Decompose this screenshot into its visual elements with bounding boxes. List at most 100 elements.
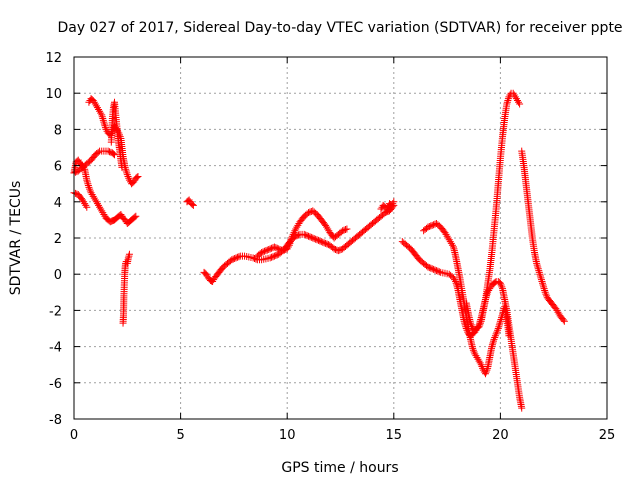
data-point — [125, 250, 133, 258]
data-point — [83, 203, 91, 211]
series-s6 — [119, 250, 133, 327]
data-point — [86, 185, 94, 193]
data-point — [284, 243, 292, 251]
x-tick-label: 5 — [176, 428, 184, 443]
data-point — [99, 209, 107, 217]
data-point — [303, 210, 311, 218]
y-tick-label: -4 — [49, 341, 62, 356]
data-point — [390, 198, 398, 206]
data-point — [476, 359, 484, 367]
data-point — [209, 277, 217, 285]
data-point — [93, 200, 101, 208]
y-tick-label: 4 — [54, 196, 62, 211]
data-point — [476, 321, 484, 329]
data-point — [91, 196, 99, 204]
data-point — [494, 326, 502, 334]
y-tick-label: 0 — [54, 268, 62, 283]
data-point — [431, 266, 439, 274]
data-point — [495, 321, 503, 329]
data-point — [98, 111, 106, 119]
data-point — [188, 201, 196, 209]
data-point — [493, 328, 501, 336]
data-point — [266, 254, 274, 262]
data-point — [541, 286, 549, 294]
data-point — [124, 172, 132, 180]
data-point — [100, 210, 108, 218]
series-s12 — [420, 220, 513, 378]
data-point — [339, 227, 347, 235]
data-point — [431, 220, 439, 228]
data-point — [290, 229, 298, 237]
data-point — [516, 100, 524, 108]
data-point — [314, 236, 322, 244]
data-point — [91, 100, 99, 108]
data-point — [262, 247, 270, 255]
data-point — [322, 239, 330, 247]
data-point — [84, 180, 92, 188]
data-point — [388, 201, 396, 209]
data-point — [280, 246, 288, 254]
data-point — [467, 319, 475, 327]
data-point — [98, 207, 106, 215]
data-point — [435, 268, 443, 276]
data-point — [319, 238, 327, 246]
data-point — [131, 213, 139, 221]
data-point — [497, 315, 505, 323]
data-point — [96, 203, 104, 211]
data-point — [232, 254, 240, 262]
axis-ticks: 0 5 10 15 20 25 -8 -6 -4 -2 0 2 4 6 8 10 12 — [45, 51, 615, 443]
data-point — [293, 223, 301, 231]
data-point — [432, 267, 440, 275]
data-point — [540, 285, 548, 293]
data-point — [82, 201, 90, 209]
data-point — [494, 325, 502, 332]
data-point — [513, 96, 521, 104]
data-point — [270, 243, 278, 251]
data-point — [453, 281, 461, 289]
data-point — [560, 317, 568, 325]
data-point — [496, 317, 504, 325]
data-point — [452, 277, 460, 285]
data-point — [445, 236, 453, 244]
data-point — [71, 168, 79, 176]
data-point — [533, 261, 541, 269]
data-point — [101, 122, 109, 130]
data-point — [320, 239, 328, 247]
data-point — [336, 246, 344, 254]
data-point — [86, 187, 94, 195]
data-point — [231, 255, 239, 263]
data-point — [470, 348, 478, 356]
data-point — [422, 262, 430, 270]
data-point — [512, 95, 520, 103]
data-point — [537, 274, 545, 282]
data-point — [488, 341, 496, 349]
data-point — [134, 172, 142, 180]
data-point — [252, 255, 260, 263]
data-point — [104, 147, 112, 155]
data-point — [430, 265, 438, 273]
data-point — [102, 125, 110, 133]
data-point — [441, 229, 449, 237]
data-point — [425, 223, 433, 231]
data-point — [330, 245, 338, 253]
data-point — [540, 283, 548, 291]
data-point — [449, 274, 457, 282]
data-point — [469, 346, 477, 354]
data-point — [229, 255, 237, 263]
data-point — [427, 264, 435, 272]
data-point — [312, 235, 320, 243]
series-s11 — [398, 238, 526, 412]
data-point — [384, 205, 392, 213]
data-point — [99, 115, 107, 123]
x-tick-label: 25 — [599, 428, 616, 443]
data-point — [518, 404, 526, 412]
data-point — [249, 254, 257, 262]
x-tick-label: 15 — [386, 428, 403, 443]
data-point — [505, 93, 513, 101]
series-s7 — [183, 196, 197, 209]
data-point — [279, 247, 287, 255]
data-point — [268, 253, 276, 261]
data-point — [125, 252, 133, 260]
data-point — [83, 176, 91, 184]
data-point — [443, 232, 451, 240]
